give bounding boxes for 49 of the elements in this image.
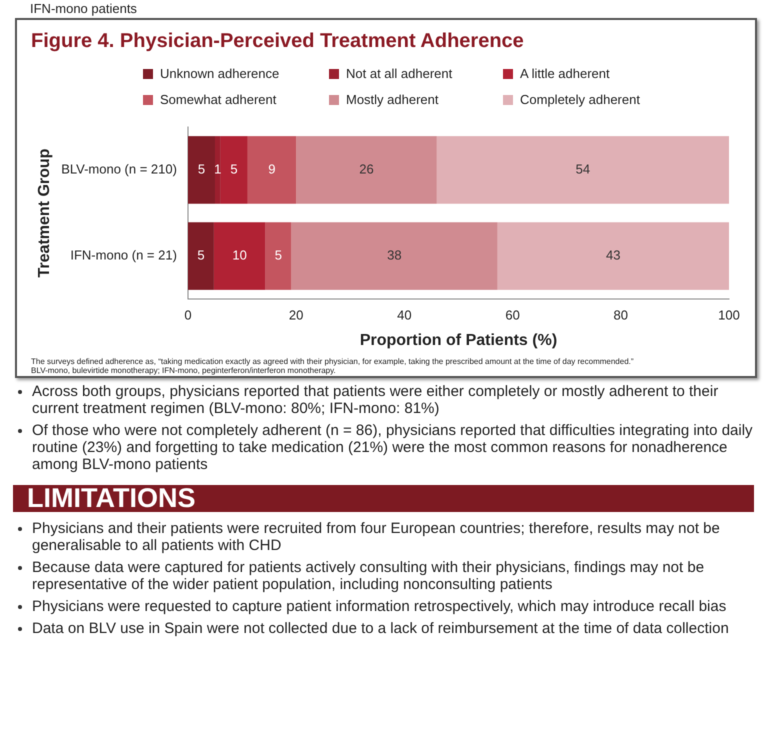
data-label: 38 [387, 248, 402, 263]
data-label: 10 [232, 248, 247, 263]
bar [436, 136, 729, 204]
bar [247, 136, 296, 204]
data-label: 5 [230, 161, 238, 176]
bar [497, 222, 729, 290]
x-tick-label: 0 [184, 308, 192, 323]
data-label: 1 [214, 161, 222, 176]
y-tick-label: BLV-mono (n = 210) [61, 161, 177, 176]
data-label: 43 [606, 248, 620, 263]
text: Of those who were not completely adherent (n = 86), physicians reported that difficulties integrating into daily routine (23%) and forgetting to take medication (21%) were the most common reasons for nonadherence among BLV-mono patients [31, 422, 754, 473]
text: BLV-mono, bulevirtide monotherapy; IFN-mono, peginterferon/interferon monotherapy. [31, 366, 337, 375]
bar [296, 136, 437, 204]
bar [188, 136, 215, 204]
bar [220, 136, 248, 204]
x-tick-label: 100 [718, 308, 740, 323]
text: Physicians were requested to capture patient information retrospectively, which may introduce recall bias [31, 598, 728, 615]
data-label: 5 [274, 248, 282, 263]
bar [214, 136, 220, 204]
x-tick-label: 80 [614, 308, 628, 323]
text: Data on BLV use in Spain were not collected due to a lack of reimbursement at the time of data collection [31, 620, 730, 637]
data-label: 26 [359, 161, 374, 176]
x-tick-label: 60 [505, 308, 520, 323]
data-label: 5 [198, 161, 206, 176]
text: Across both groups, physicians reported that patients were either completely or mostly adherent to their current treatment regimen (BLV-mono: 80%; IFN-mono: 81%) [31, 383, 720, 417]
text: IFN-mono patients [30, 1, 137, 16]
data-label: 9 [268, 161, 276, 176]
legend-label: Unknown adherence [159, 66, 280, 81]
legend-label: A little adherent [519, 66, 611, 81]
chart-title: Figure 4. Physician-Perceived Treatment Adherence [31, 30, 524, 53]
x-axis-title: Proportion of Patients (%) [360, 332, 558, 349]
legend-label: Completely adherent [519, 92, 641, 107]
text: Because data were captured for patients actively consulting with their physicians, findings may not be representative of the wider patient population, including nonconsulting patients [31, 559, 706, 593]
y-axis-title: Treatment Group [36, 148, 54, 278]
bar [291, 222, 498, 290]
data-label: 5 [197, 248, 205, 263]
bar [265, 222, 292, 290]
legend-label: Mostly adherent [345, 92, 440, 107]
text: The surveys defined adherence as, “taking medication exactly as agreed with their physician, for example, taking the prescribed amount at the time of day recommended.” [31, 357, 634, 366]
bar [188, 222, 214, 290]
text: Physicians and their patients were recruited from four European countries; therefore, results may not be generalisable to all patients with CHD [31, 520, 721, 554]
data-label: 54 [576, 161, 590, 176]
bar [214, 222, 266, 290]
legend-label: Somewhat adherent [159, 92, 278, 107]
legend-label: Not at all adherent [345, 66, 454, 81]
x-tick-label: 20 [288, 308, 304, 323]
text: LIMITATIONS [13, 483, 754, 513]
x-tick-label: 40 [397, 308, 412, 323]
y-tick-label: IFN-mono (n = 21) [70, 248, 177, 263]
